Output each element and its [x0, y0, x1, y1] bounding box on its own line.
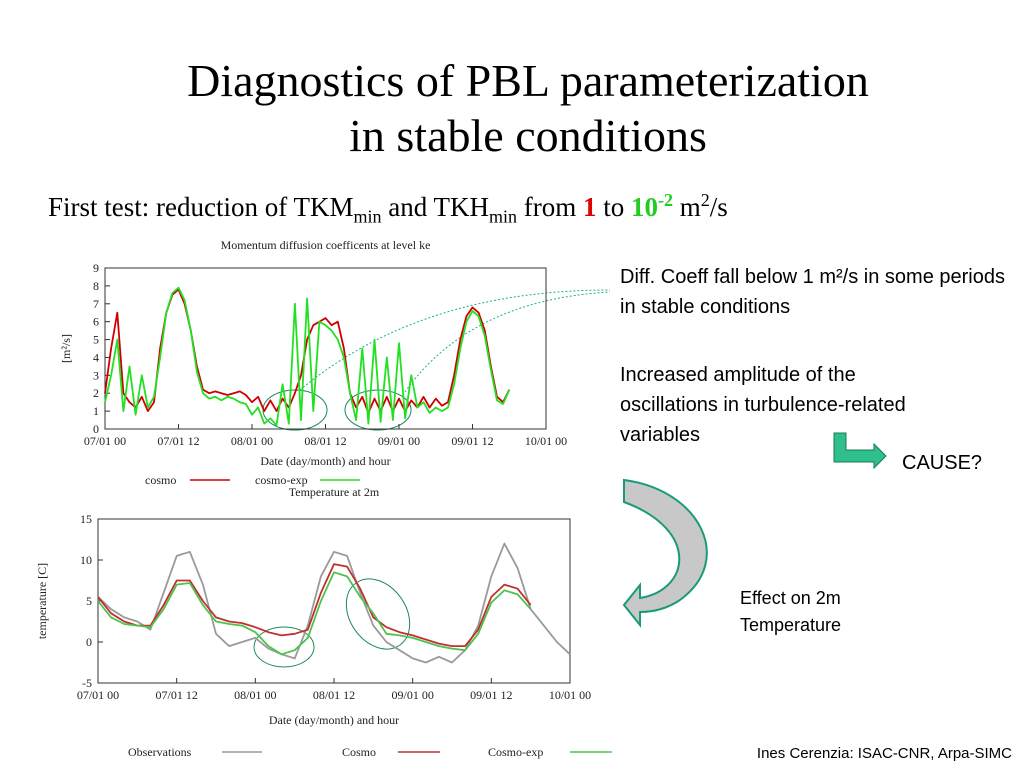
x-tick-label: 09/01 12 [470, 688, 512, 702]
text: m [679, 192, 701, 222]
series-line [97, 542, 571, 664]
y-tick-label: 2 [93, 386, 99, 400]
legend-label: Observations [128, 745, 192, 759]
y-tick-label: 1 [93, 404, 99, 418]
text: 10-2 [631, 190, 674, 222]
note: Effect on 2m Temperature [740, 588, 842, 635]
y-tick-label: 0 [86, 635, 92, 649]
y-axis-label: temperature [C] [35, 563, 49, 639]
series-line [104, 286, 511, 427]
text: to [603, 192, 625, 222]
chart-title: Temperature at 2m [289, 485, 380, 499]
text: and TKH [388, 192, 489, 222]
y-tick-label: 0 [93, 422, 99, 436]
highlight [253, 626, 315, 668]
text: 10 [631, 192, 659, 222]
x-tick-label: 07/01 00 [77, 688, 119, 702]
connector [404, 291, 611, 393]
x-tick-label: 08/01 12 [304, 434, 346, 448]
y-tick-label: 4 [93, 350, 99, 364]
footer: Ines Cerenzia: ISAC-CNR, Arpa-SIMC [756, 745, 1012, 762]
legend-label: Cosmo [342, 745, 376, 759]
x-tick-label: 09/01 00 [391, 688, 433, 702]
text: 1 [583, 192, 597, 222]
x-tick-label: 10/01 00 [525, 434, 567, 448]
y-tick-label: 5 [86, 594, 92, 608]
y-tick-label: 9 [93, 261, 99, 275]
text: -2 [658, 190, 674, 210]
legend-label: Cosmo-exp [488, 745, 543, 759]
text: 2 [700, 190, 710, 210]
x-tick-label: 09/01 12 [451, 434, 493, 448]
arrow [833, 432, 887, 470]
highlight [262, 389, 328, 431]
y-tick-label: 10 [80, 553, 92, 567]
x-tick-label: 08/01 00 [231, 434, 273, 448]
y-axis-label: [m²/s] [59, 334, 73, 363]
legend-label: cosmo-exp [255, 473, 308, 487]
x-axis-label: Date (day/month) and hour [269, 713, 399, 727]
x-tick-label: 09/01 00 [378, 434, 420, 448]
y-tick-label: 15 [80, 512, 92, 526]
x-tick-label: 08/01 12 [313, 688, 355, 702]
x-tick-label: 07/01 12 [155, 688, 197, 702]
text: First test: reduction of TKM [48, 192, 354, 222]
text: from [523, 192, 577, 222]
slide-title: Diagnostics of PBL parameterization [187, 55, 869, 106]
y-tick-label: 6 [93, 315, 99, 329]
connector [299, 289, 611, 391]
highlight [345, 578, 411, 650]
y-tick-label: 8 [93, 279, 99, 293]
x-tick-label: 07/01 12 [157, 434, 199, 448]
series-line [97, 571, 532, 656]
y-tick-label: -5 [82, 676, 92, 690]
x-tick-label: 07/01 00 [84, 434, 126, 448]
text: /s [709, 192, 728, 222]
series-line [97, 563, 532, 647]
note: Diff. Coeff fall below 1 m²/s in some pe… [620, 266, 1005, 318]
note: CAUSE? [902, 452, 983, 474]
chart-title: Momentum diffusion coefficents at level … [221, 238, 431, 252]
x-tick-label: 10/01 00 [549, 688, 591, 702]
curved-arrow [622, 478, 708, 628]
y-tick-label: 7 [93, 297, 99, 311]
legend-label: cosmo [145, 473, 176, 487]
y-tick-label: 5 [93, 333, 99, 347]
x-axis-label: Date (day/month) and hour [260, 454, 390, 468]
x-tick-label: 08/01 00 [234, 688, 276, 702]
text: min [353, 206, 382, 227]
text: min [489, 206, 518, 227]
subtitle: First test: reduction of TKMmin and TKHm… [48, 190, 728, 227]
slide-title: in stable conditions [349, 110, 707, 161]
note: Increased amplitude of the oscillations … [620, 364, 906, 446]
y-tick-label: 3 [93, 368, 99, 382]
